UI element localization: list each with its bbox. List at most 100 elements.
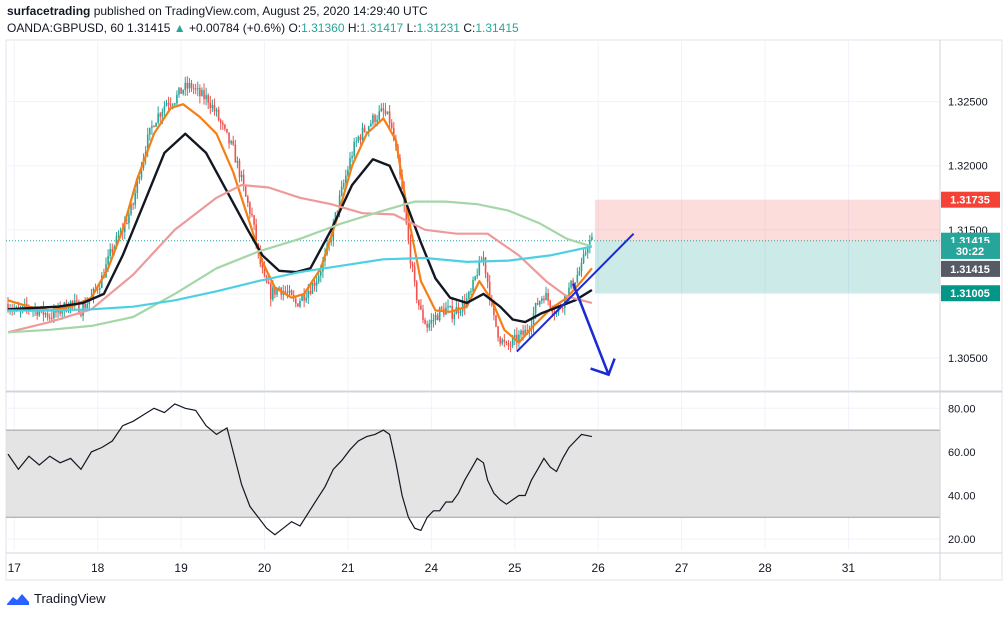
candle-body: [459, 311, 462, 313]
candle-body: [440, 307, 443, 309]
close-value: 1.31415: [475, 21, 519, 35]
candle-body: [138, 178, 141, 180]
candle-body: [309, 290, 312, 294]
candle-body: [545, 293, 547, 301]
candle-body: [299, 300, 301, 307]
price-label: 1.31005: [941, 285, 1000, 302]
drawings[interactable]: [516, 232, 635, 377]
candle-body: [388, 111, 391, 124]
candle-body: [48, 317, 51, 319]
candle-body: [101, 275, 103, 289]
candle-body: [591, 236, 593, 241]
tradingview-footer[interactable]: TradingView: [6, 590, 106, 606]
candle-body: [240, 174, 243, 177]
candle-body: [171, 104, 174, 106]
price-label: 30:22: [941, 242, 1000, 259]
candle-body: [207, 95, 209, 103]
candle-body: [205, 95, 207, 100]
candle-body: [503, 339, 506, 342]
candle-body: [286, 292, 289, 294]
candle-body: [382, 108, 385, 111]
candle-body: [169, 104, 172, 106]
candle-body: [209, 102, 212, 109]
candle-body: [219, 120, 222, 123]
symbol-label[interactable]: OANDA:GBPUSD, 60: [7, 21, 124, 35]
candle-body: [194, 88, 197, 90]
time-tick-label: 24: [425, 561, 439, 575]
candle-body: [76, 300, 78, 302]
candle-body: [157, 113, 159, 123]
rsi-tick-label: 40.00: [948, 490, 976, 502]
price-label-text: 1.31005: [950, 288, 990, 300]
candle-body: [390, 123, 393, 128]
candle-body: [370, 123, 372, 127]
candle-body: [415, 281, 418, 300]
candle-body: [322, 260, 324, 272]
candle-body: [201, 90, 203, 97]
candle-body: [311, 282, 314, 294]
low-label: L:: [406, 21, 417, 35]
candle-body: [536, 303, 539, 305]
candle-body: [290, 290, 293, 296]
candle-body: [159, 113, 162, 117]
candle-body: [109, 249, 111, 256]
candle-body: [126, 222, 128, 224]
candle-body: [136, 179, 139, 194]
candle-body: [174, 103, 176, 105]
candle-body: [538, 300, 541, 305]
author-name[interactable]: surfacetrading: [7, 4, 91, 18]
high-label: H:: [347, 21, 360, 35]
candle-body: [561, 307, 564, 309]
candle-body: [61, 311, 64, 314]
candle-body: [468, 291, 470, 299]
candle-body: [272, 287, 274, 300]
candle-body: [196, 88, 199, 90]
candle-body: [499, 337, 501, 344]
candle-body: [192, 88, 195, 90]
candle-body: [130, 203, 132, 215]
candle-body: [526, 329, 529, 331]
low-value: 1.31231: [416, 21, 460, 35]
chart-frame: [5, 39, 1003, 581]
candle-body: [115, 236, 118, 247]
candle-body: [376, 119, 378, 122]
publish-info: published on TradingView.com, August 25,…: [93, 4, 428, 18]
candle-body: [384, 110, 387, 114]
candle-body: [576, 274, 579, 283]
candle-body: [153, 126, 155, 128]
candle-body: [221, 122, 224, 125]
down-arrow-shaft: [571, 283, 610, 376]
candle-body: [361, 127, 364, 140]
candle-body: [253, 215, 255, 225]
candle-body: [386, 111, 389, 114]
time-tick-label: 27: [675, 561, 689, 575]
candle-body: [472, 279, 474, 292]
candle-body: [236, 160, 239, 163]
candle-body: [436, 315, 439, 321]
candle-body: [249, 202, 251, 214]
chart-canvas[interactable]: 1.305001.310001.315001.320001.3250020.00…: [0, 0, 1006, 584]
candle-body: [211, 105, 214, 109]
candle-body: [186, 82, 189, 89]
candle-body: [372, 115, 374, 124]
candle-body: [176, 94, 178, 104]
candle-body: [288, 290, 291, 293]
rsi-tick-label: 80.00: [948, 403, 976, 415]
candle-body: [320, 271, 322, 276]
candle-body: [71, 301, 74, 303]
tradingview-logo-icon: [7, 594, 29, 605]
candle-body: [73, 300, 76, 303]
tradingview-brand: TradingView: [34, 590, 106, 606]
candle-body: [242, 174, 245, 186]
candle-body: [582, 254, 585, 263]
candle-body: [238, 160, 241, 177]
candle-body: [574, 282, 577, 287]
candle-body: [294, 298, 297, 304]
time-tick-label: 19: [174, 561, 188, 575]
candle-body: [284, 291, 287, 293]
ma-line-ema: [8, 245, 593, 312]
position-box[interactable]: [6, 199, 940, 294]
candle-body: [128, 214, 130, 224]
change-arrow-icon: ▲: [173, 21, 186, 35]
